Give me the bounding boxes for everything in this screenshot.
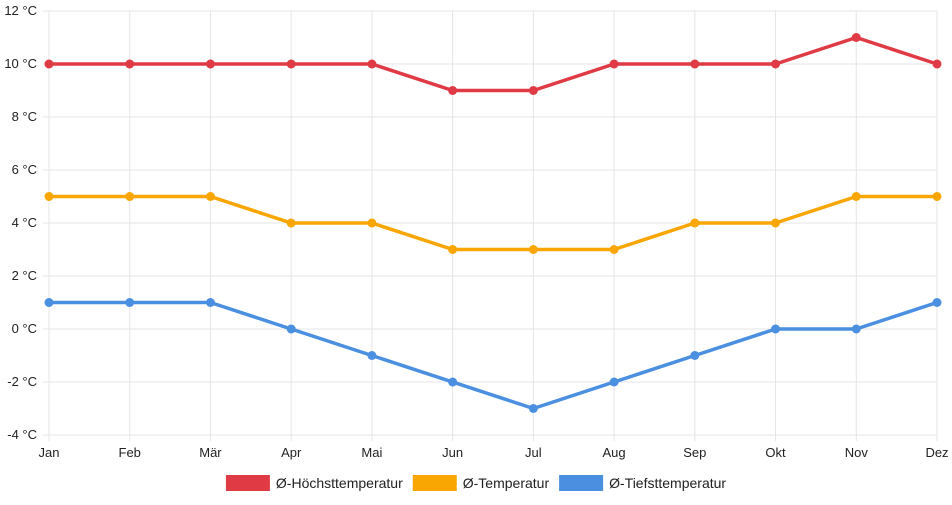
series-2: [44, 298, 942, 413]
legend-swatch: [559, 475, 604, 491]
y-tick-label: 0 °C: [12, 321, 37, 336]
data-point[interactable]: [205, 192, 215, 201]
series-0: [44, 33, 942, 95]
data-point[interactable]: [932, 298, 942, 307]
data-point[interactable]: [44, 59, 54, 69]
data-point[interactable]: [125, 59, 135, 69]
data-point[interactable]: [205, 298, 215, 307]
series: [44, 33, 942, 413]
series-line: [49, 300, 938, 411]
series-1: [44, 192, 942, 254]
data-point[interactable]: [851, 192, 861, 201]
y-tick-label: 6 °C: [12, 162, 37, 177]
data-point[interactable]: [44, 298, 54, 307]
y-tick-label: 10 °C: [4, 56, 37, 71]
data-point[interactable]: [205, 59, 215, 69]
data-point[interactable]: [125, 298, 135, 307]
data-point[interactable]: [771, 218, 781, 228]
x-tick-label: Jul: [525, 445, 542, 460]
legend-label: Ø-Tiefsttemperatur: [609, 475, 726, 491]
data-point[interactable]: [771, 59, 781, 69]
data-point[interactable]: [609, 59, 619, 69]
legend-item[interactable]: Ø-Höchsttemperatur: [225, 475, 403, 491]
data-point[interactable]: [367, 218, 377, 228]
x-tick-label: Aug: [603, 445, 626, 460]
data-point[interactable]: [448, 377, 458, 387]
legend-label: Ø-Temperatur: [463, 475, 550, 491]
data-point[interactable]: [528, 245, 538, 254]
x-tick-label: Apr: [281, 445, 302, 460]
data-point[interactable]: [690, 351, 700, 360]
data-point[interactable]: [125, 192, 135, 201]
data-point[interactable]: [528, 404, 538, 413]
legend-swatch: [225, 475, 270, 491]
x-tick-label: Dez: [925, 445, 948, 460]
x-tick-label: Feb: [119, 445, 141, 460]
legend-label: Ø-Höchsttemperatur: [276, 475, 403, 491]
data-point[interactable]: [690, 59, 700, 69]
data-point[interactable]: [609, 377, 619, 387]
data-point[interactable]: [367, 59, 377, 69]
data-point[interactable]: [286, 218, 296, 228]
data-point[interactable]: [286, 324, 296, 334]
data-point[interactable]: [932, 192, 942, 201]
data-point[interactable]: [367, 351, 377, 360]
data-point[interactable]: [609, 245, 619, 254]
data-point[interactable]: [286, 59, 296, 69]
x-tick-label: Mai: [361, 445, 382, 460]
data-point[interactable]: [932, 59, 942, 69]
x-tick-label: Jan: [39, 445, 60, 460]
grid: [43, 10, 938, 441]
y-tick-label: 8 °C: [12, 109, 37, 124]
x-tick-label: Okt: [765, 445, 786, 460]
y-tick-label: -2 °C: [7, 374, 37, 389]
data-point[interactable]: [690, 218, 700, 228]
y-tick-label: 2 °C: [12, 268, 37, 283]
data-point[interactable]: [528, 86, 538, 95]
data-point[interactable]: [851, 33, 861, 42]
x-tick-label: Mär: [199, 445, 222, 460]
data-point[interactable]: [771, 324, 781, 334]
legend-item[interactable]: Ø-Tiefsttemperatur: [559, 475, 726, 491]
data-point[interactable]: [851, 324, 861, 334]
x-axis-ticks: Jan Feb Mär Apr Mai Jun Jul Aug Sep Okt Nov Dez: [39, 445, 949, 460]
x-tick-label: Nov: [845, 445, 869, 460]
series-line: [49, 194, 937, 252]
legend-swatch: [412, 475, 457, 491]
y-tick-label: 12 °C: [4, 3, 37, 18]
series-line: [49, 35, 938, 93]
data-point[interactable]: [448, 245, 458, 254]
x-tick-label: Jun: [442, 445, 463, 460]
legend[interactable]: Ø-Höchsttemperatur Ø-Temperatur Ø-Tiefstte…: [225, 475, 726, 491]
y-axis-ticks: -4 °C -2 °C 0 °C 2 °C 4 °C 6 °C 8 °C 10 °C 12 °C: [4, 3, 37, 442]
x-tick-label: Sep: [683, 445, 706, 460]
y-tick-label: 4 °C: [12, 215, 37, 230]
y-tick-label: -4 °C: [7, 427, 37, 442]
data-point[interactable]: [448, 86, 458, 95]
legend-item[interactable]: Ø-Temperatur: [412, 475, 550, 491]
data-point[interactable]: [44, 192, 54, 201]
